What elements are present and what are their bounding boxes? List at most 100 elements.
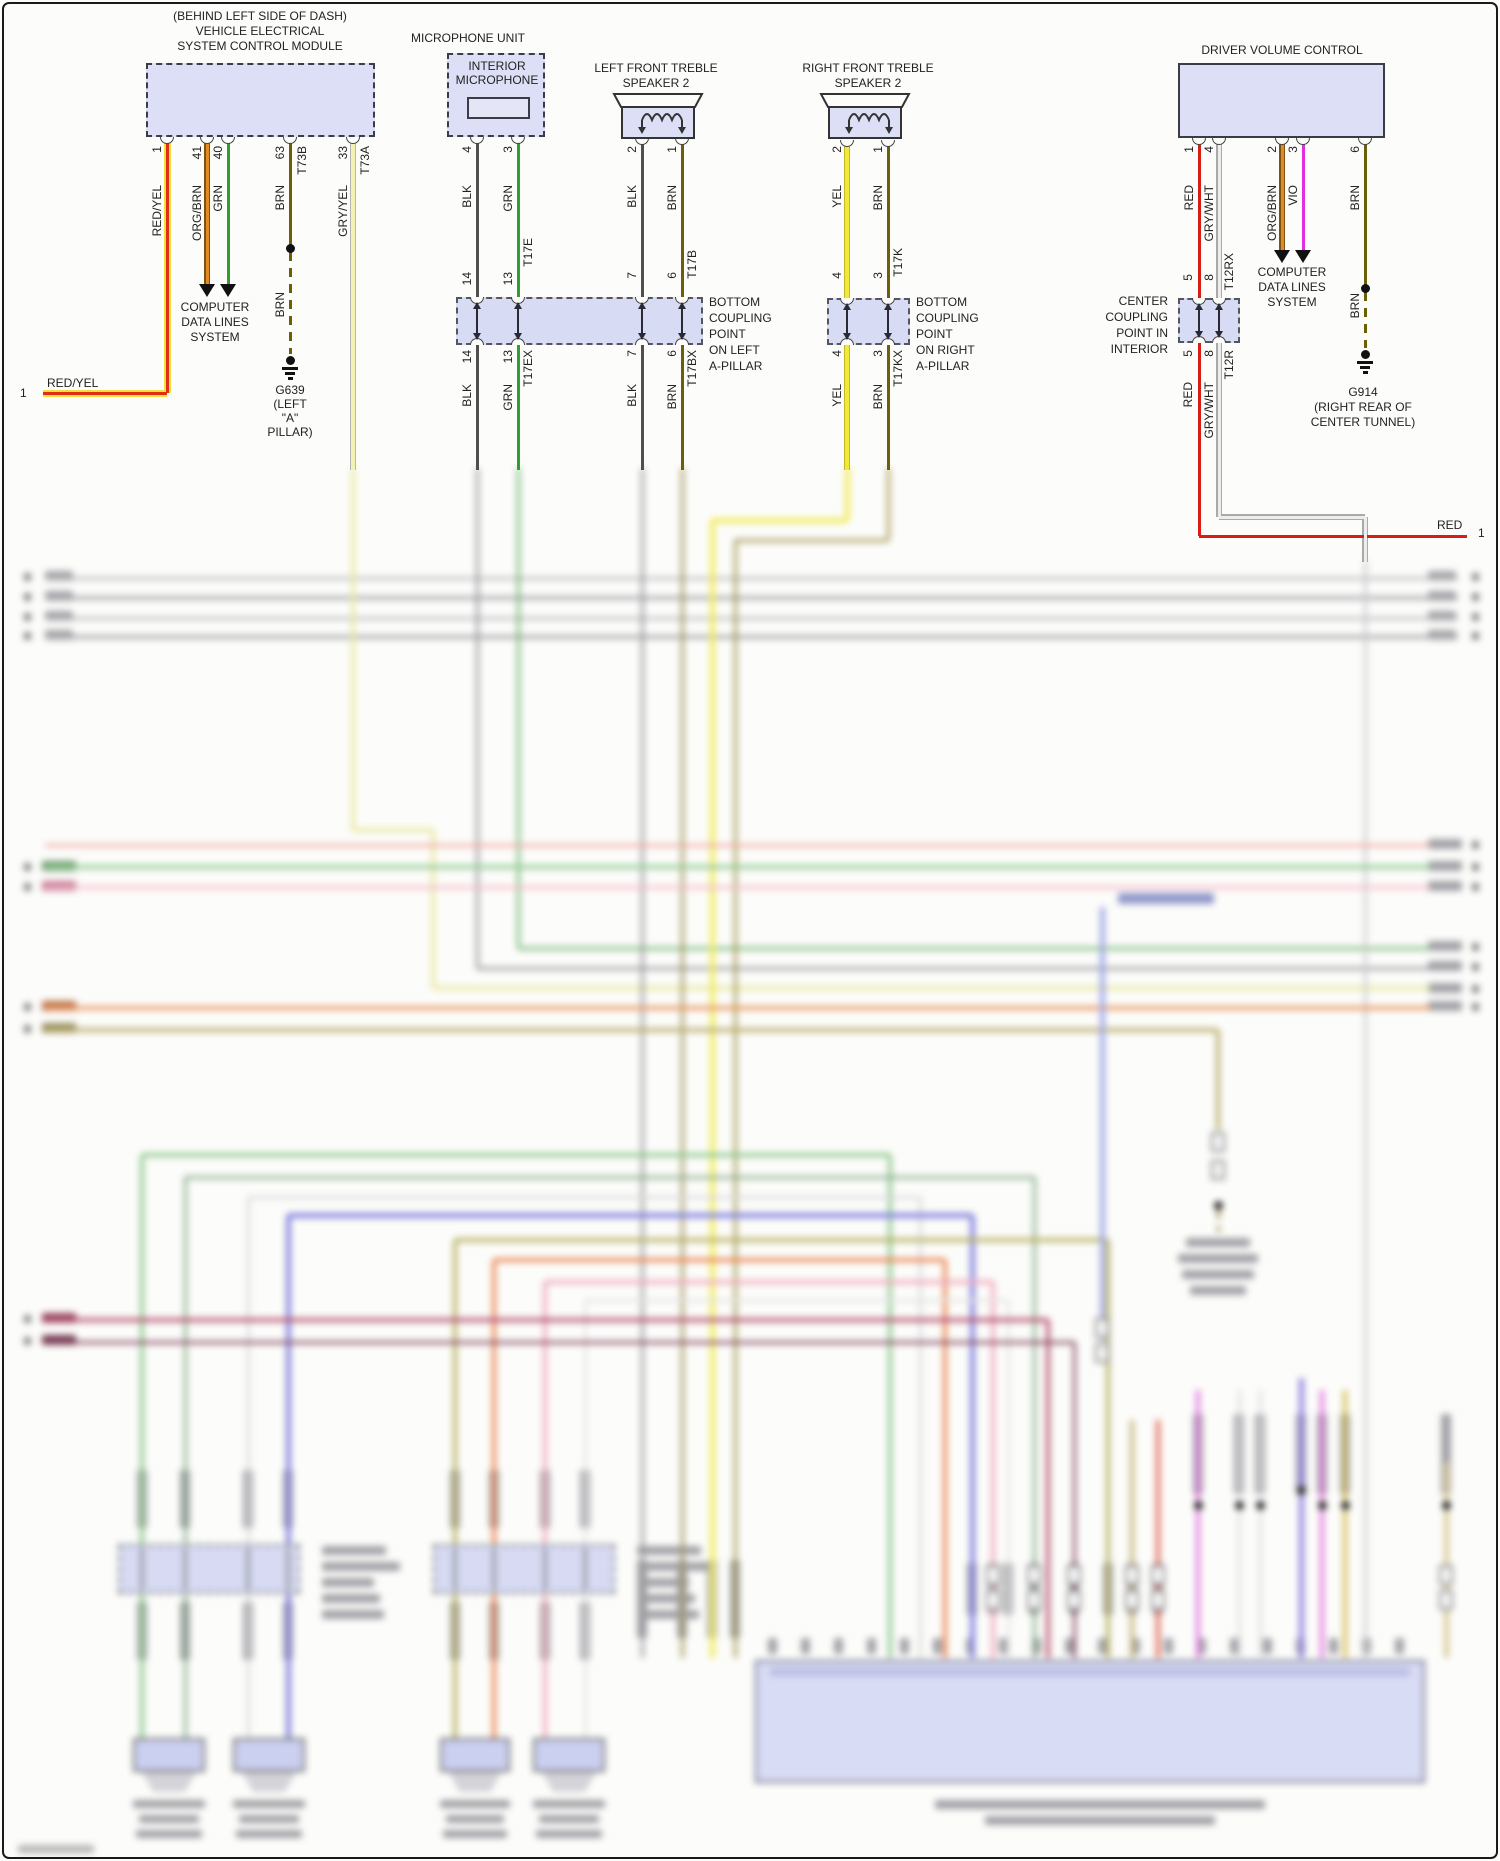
lsp-cpl-6: 6 <box>665 272 679 279</box>
blur-coupling-arrow <box>184 1548 186 1590</box>
blur-label <box>1472 593 1479 601</box>
coupling-arrow-head <box>883 303 892 310</box>
blur-label <box>1164 1638 1173 1654</box>
wire-red-yel <box>165 140 169 393</box>
wire-gry-wht <box>1219 515 1365 519</box>
blur-wire <box>1156 1420 1160 1658</box>
wire-brn-rsp <box>886 140 890 299</box>
blur-label <box>1472 632 1479 640</box>
blur-label <box>1178 1254 1258 1263</box>
wire-brn-dvc-dashed <box>1363 292 1367 348</box>
blur-label <box>446 1815 504 1823</box>
blur-wire <box>1216 1030 1220 1130</box>
blur-wire <box>1237 1390 1241 1658</box>
rsp-cpl-brn: BRN <box>871 384 885 410</box>
blur-label <box>322 1610 384 1619</box>
blur-wire <box>45 843 1430 847</box>
blur-label <box>239 1815 299 1823</box>
lsp-wire-blk: BLK <box>625 185 639 208</box>
blur-connector <box>986 1565 1000 1585</box>
blur-wire <box>886 468 890 540</box>
blur-label <box>18 1845 94 1853</box>
g914-loc-1: (RIGHT REAR OF <box>1314 400 1412 414</box>
blur-label <box>1428 941 1462 951</box>
blur-wire <box>140 1594 144 1740</box>
blur-label <box>1472 963 1479 971</box>
blur-label <box>24 613 31 621</box>
blur-wire <box>285 1215 291 1544</box>
conn-T17KX: T17KX <box>891 350 905 387</box>
blur-label <box>322 1578 374 1587</box>
blur-wire <box>1298 1378 1304 1658</box>
blur-wire <box>1343 1390 1347 1658</box>
dvc-wire-brn: BRN <box>1348 185 1362 211</box>
blur-label <box>236 1830 302 1838</box>
pin-notch <box>470 137 484 144</box>
pin-notch <box>1358 138 1372 145</box>
cdl-right-3: SYSTEM <box>1267 295 1317 309</box>
blur-connector <box>1027 1590 1041 1610</box>
mic-pin-3: 3 <box>501 146 515 153</box>
blur-wire <box>45 616 1458 620</box>
blur-label <box>322 1562 400 1571</box>
blur-wire <box>1046 1320 1050 1658</box>
cpl-pin-14b: 14 <box>460 350 474 364</box>
blur-wire <box>45 1340 1074 1344</box>
coupling-arrow-head <box>513 333 522 340</box>
pin-notch <box>1296 138 1310 145</box>
mic-wire-blk: BLK <box>460 185 474 208</box>
module-location: (BEHIND LEFT SIDE OF DASH) <box>173 9 347 23</box>
junction-dot <box>1360 283 1370 293</box>
coupling-arrow <box>1198 308 1200 333</box>
wire-gry-yel <box>351 140 355 470</box>
wire-grn-mic <box>516 344 520 470</box>
blur-wire <box>1072 1342 1076 1658</box>
blur-wire <box>185 1175 1034 1179</box>
coupling-arrow-head <box>677 333 686 340</box>
blur-label <box>45 611 73 621</box>
blur-wire <box>453 1594 457 1740</box>
blur-coupling-arrow <box>287 1548 289 1590</box>
blur-label <box>42 1335 76 1345</box>
blur-speaker-body <box>233 1738 305 1772</box>
coupling-left-a-pillar <box>456 297 703 345</box>
blur-wire <box>583 1300 587 1544</box>
interior-microphone-box <box>467 97 530 119</box>
blur-wire <box>45 1318 1048 1322</box>
lsp-pin-1: 1 <box>665 146 679 153</box>
left-edge-pin: 1 <box>20 386 27 400</box>
mic-unit-title: MICROPHONE UNIT <box>411 31 525 45</box>
dvc-wire-orgbrn: ORG/BRN <box>1265 185 1279 242</box>
wire-brn-lsp <box>680 344 684 470</box>
dvc-title: DRIVER VOLUME CONTROL <box>1201 43 1363 57</box>
blur-wire <box>1006 1300 1010 1658</box>
rcpl-txt-3: POINT <box>916 327 953 341</box>
blur-wire <box>1258 1390 1262 1658</box>
blur-label <box>533 1800 605 1808</box>
blur-wire <box>516 468 520 948</box>
blur-wire <box>844 468 850 520</box>
blur-connector <box>1095 1343 1109 1363</box>
coupling-arrow-head <box>472 302 481 309</box>
flow-arrow-down <box>199 284 215 297</box>
ground-dot <box>285 356 295 365</box>
cpl-pin-13b: 13 <box>501 350 515 364</box>
coupling-arrow-head <box>677 302 686 309</box>
blur-wire <box>246 1594 250 1740</box>
rsp-cpl-3b: 3 <box>871 350 885 357</box>
blur-label <box>637 1562 715 1571</box>
driver-volume-control-box <box>1178 63 1385 138</box>
ccpl-txt-3: POINT IN <box>1116 326 1168 340</box>
blur-junction-dot <box>1317 1500 1327 1510</box>
blur-junction-dot <box>1441 1500 1451 1510</box>
ccpl-wire-red: RED <box>1181 382 1195 408</box>
blur-label <box>1472 841 1479 849</box>
blur-label <box>1472 1003 1479 1011</box>
blur-wire <box>433 986 1430 990</box>
blur-connector <box>1067 1565 1081 1585</box>
blur-label <box>42 1313 76 1323</box>
coupling-arrow-head <box>842 303 851 310</box>
blur-wire <box>351 468 355 830</box>
blur-label <box>1118 893 1214 904</box>
